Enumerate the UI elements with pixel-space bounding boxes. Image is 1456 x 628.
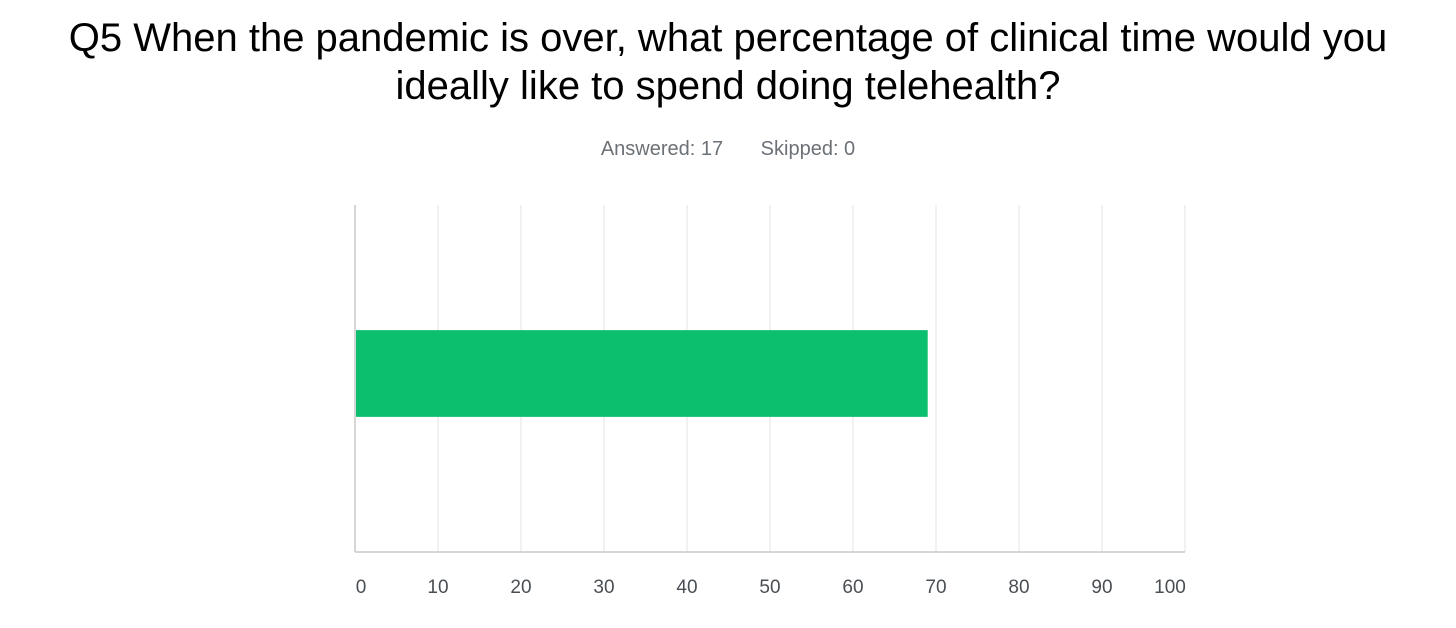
chart-title-line-2: ideally like to spend doing telehealth?	[395, 64, 1061, 108]
x-tick-label-40: 40	[676, 577, 697, 598]
x-tick-label-90: 90	[1091, 577, 1112, 598]
x-tick-label-100: 100	[1154, 577, 1186, 598]
x-tick-label-30: 30	[593, 577, 614, 598]
x-tick-label-70: 70	[925, 577, 946, 598]
x-tick-label-60: 60	[842, 577, 863, 598]
bar-0	[356, 330, 928, 417]
chart-title: Q5 When the pandemic is over, what perce…	[0, 14, 1456, 110]
skipped-count: Skipped: 0	[760, 138, 856, 160]
x-tick-label-10: 10	[427, 577, 448, 598]
x-tick-label-20: 20	[510, 577, 531, 598]
x-tick-label-0: 0	[356, 577, 367, 598]
x-tick-label-80: 80	[1008, 577, 1029, 598]
x-tick-label-50: 50	[759, 577, 780, 598]
response-stats: Answered: 17 Skipped: 0	[0, 138, 1456, 161]
answered-count: Answered: 17	[600, 138, 724, 160]
chart-title-line-1: Q5 When the pandemic is over, what perce…	[68, 16, 1388, 60]
